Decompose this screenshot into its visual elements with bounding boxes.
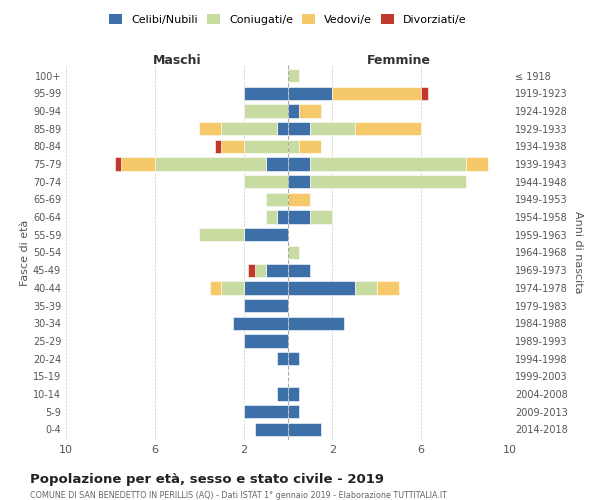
Bar [233,316,288,330]
Bar [266,193,288,206]
Bar [215,140,221,153]
Bar [277,352,288,366]
Bar [221,281,244,294]
Bar [221,140,244,153]
Bar [266,264,288,277]
Bar [288,104,299,118]
Bar [288,175,310,188]
Y-axis label: Fasce di età: Fasce di età [20,220,30,286]
Bar [288,69,299,82]
Bar [288,352,299,366]
Bar [254,423,288,436]
Bar [288,405,299,418]
Bar [288,281,355,294]
Bar [310,122,355,136]
Bar [266,210,277,224]
Bar [310,158,466,170]
Bar [199,122,221,136]
Bar [244,228,288,241]
Bar [244,405,288,418]
Bar [210,281,221,294]
Bar [244,140,288,153]
Bar [277,210,288,224]
Bar [121,158,155,170]
Text: Maschi: Maschi [152,54,202,67]
Bar [299,140,322,153]
Bar [332,86,421,100]
Bar [244,175,288,188]
Y-axis label: Anni di nascita: Anni di nascita [573,211,583,294]
Legend: Celibi/Nubili, Coniugati/e, Vedovi/e, Divorziati/e: Celibi/Nubili, Coniugati/e, Vedovi/e, Di… [109,14,467,25]
Bar [255,264,266,277]
Text: COMUNE DI SAN BENEDETTO IN PERILLIS (AQ) - Dati ISTAT 1° gennaio 2019 - Elaboraz: COMUNE DI SAN BENEDETTO IN PERILLIS (AQ)… [30,491,447,500]
Bar [288,86,332,100]
Bar [244,299,288,312]
Bar [310,175,466,188]
Bar [288,423,322,436]
Bar [221,122,277,136]
Bar [266,158,288,170]
Bar [310,210,332,224]
Bar [244,334,288,347]
Text: Popolazione per età, sesso e stato civile - 2019: Popolazione per età, sesso e stato civil… [30,472,384,486]
Bar [199,228,244,241]
Bar [288,388,299,400]
Text: Femmine: Femmine [367,54,431,67]
Bar [244,281,288,294]
Bar [277,388,288,400]
Bar [288,158,310,170]
Bar [288,193,310,206]
Bar [288,316,343,330]
Bar [115,158,121,170]
Bar [466,158,488,170]
Bar [288,140,299,153]
Bar [244,86,288,100]
Bar [355,281,377,294]
Bar [244,104,288,118]
Bar [299,104,322,118]
Bar [288,122,310,136]
Bar [355,122,421,136]
Bar [155,158,266,170]
Bar [288,264,310,277]
Bar [421,86,428,100]
Bar [288,210,310,224]
Bar [288,246,299,259]
Bar [277,122,288,136]
Bar [248,264,254,277]
Bar [377,281,399,294]
